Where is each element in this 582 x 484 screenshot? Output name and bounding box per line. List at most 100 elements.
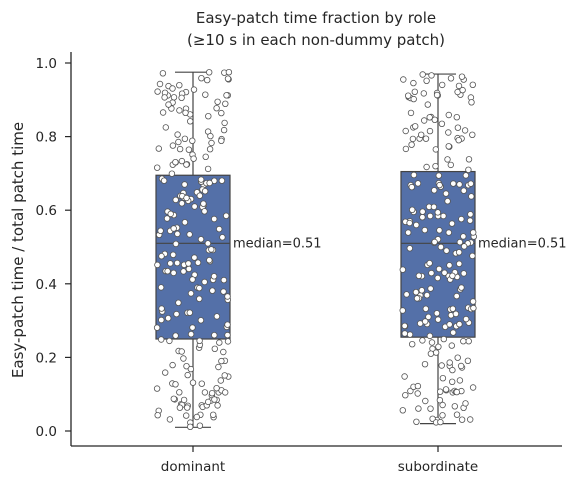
data-point bbox=[444, 197, 451, 205]
data-point bbox=[185, 265, 193, 273]
data-point bbox=[162, 124, 169, 131]
data-point bbox=[437, 388, 444, 395]
data-point bbox=[163, 215, 171, 222]
data-point bbox=[451, 403, 458, 410]
data-point bbox=[186, 423, 194, 430]
data-point bbox=[190, 86, 198, 93]
data-point bbox=[201, 389, 209, 396]
data-point bbox=[427, 350, 435, 357]
data-point bbox=[409, 135, 417, 143]
data-point bbox=[167, 260, 174, 267]
data-point bbox=[196, 337, 203, 344]
data-point bbox=[201, 208, 208, 215]
data-point bbox=[468, 193, 475, 200]
data-point bbox=[178, 94, 185, 101]
data-point bbox=[172, 240, 180, 248]
data-point bbox=[434, 316, 442, 323]
data-point bbox=[187, 331, 195, 338]
data-point bbox=[169, 142, 177, 149]
data-point bbox=[452, 310, 460, 318]
data-point bbox=[170, 395, 177, 402]
data-point bbox=[410, 95, 417, 103]
data-point bbox=[204, 165, 212, 173]
data-point bbox=[189, 137, 196, 144]
data-point bbox=[441, 269, 448, 276]
data-point bbox=[426, 114, 433, 121]
data-point bbox=[197, 176, 205, 183]
data-point bbox=[153, 164, 161, 171]
data-point bbox=[156, 80, 164, 88]
data-point bbox=[157, 284, 165, 291]
data-point bbox=[186, 118, 194, 125]
data-point bbox=[460, 338, 467, 345]
median-annotation: median=0.51 bbox=[478, 236, 567, 251]
data-point bbox=[218, 137, 225, 144]
y-tick-label: 0.4 bbox=[36, 277, 57, 293]
data-point bbox=[201, 187, 209, 195]
data-point bbox=[198, 74, 205, 82]
data-point bbox=[423, 77, 430, 84]
data-point bbox=[189, 379, 197, 386]
data-point bbox=[462, 400, 469, 407]
data-point bbox=[464, 357, 472, 364]
data-point bbox=[431, 238, 438, 246]
data-point bbox=[415, 405, 422, 412]
data-point bbox=[470, 229, 477, 236]
data-point bbox=[182, 109, 189, 116]
data-point bbox=[408, 141, 415, 148]
y-tick-label: 0.6 bbox=[36, 203, 57, 219]
data-point bbox=[445, 129, 452, 136]
data-point bbox=[408, 183, 415, 191]
data-point bbox=[210, 215, 218, 223]
data-point bbox=[432, 349, 440, 356]
data-point bbox=[169, 361, 176, 369]
data-point bbox=[184, 371, 191, 379]
data-point bbox=[178, 157, 186, 165]
data-point bbox=[448, 220, 456, 227]
data-point bbox=[448, 342, 455, 349]
data-point bbox=[402, 145, 410, 153]
data-point bbox=[158, 305, 165, 312]
data-point bbox=[449, 366, 456, 374]
data-point bbox=[469, 298, 477, 305]
data-point bbox=[224, 321, 231, 328]
data-point bbox=[218, 177, 226, 184]
data-point bbox=[423, 292, 431, 299]
data-point bbox=[459, 86, 466, 94]
data-point bbox=[428, 72, 435, 79]
data-point bbox=[453, 388, 460, 396]
data-point bbox=[158, 253, 165, 260]
data-point bbox=[211, 332, 218, 339]
data-point bbox=[158, 316, 165, 324]
data-point bbox=[190, 155, 197, 162]
data-point bbox=[189, 276, 196, 283]
data-point bbox=[410, 171, 418, 179]
data-point bbox=[458, 215, 465, 223]
data-point bbox=[167, 210, 174, 218]
chart-title-line1: Easy-patch time fraction by role bbox=[196, 9, 436, 27]
data-point bbox=[209, 287, 216, 294]
data-point bbox=[204, 240, 212, 247]
data-point bbox=[402, 127, 409, 135]
data-point bbox=[223, 92, 230, 99]
data-point bbox=[453, 292, 460, 300]
data-point bbox=[155, 145, 162, 152]
data-point bbox=[178, 348, 185, 355]
data-point bbox=[449, 378, 456, 385]
data-point bbox=[225, 68, 233, 76]
data-point bbox=[436, 397, 444, 404]
data-point bbox=[187, 365, 195, 373]
data-point bbox=[208, 390, 216, 397]
data-point bbox=[413, 295, 421, 302]
data-point bbox=[170, 269, 177, 277]
data-point bbox=[456, 238, 464, 246]
x-tick-label: dominant bbox=[161, 459, 225, 475]
data-point bbox=[426, 127, 434, 135]
data-point bbox=[468, 99, 475, 106]
data-point bbox=[181, 181, 188, 188]
data-point bbox=[168, 170, 176, 177]
data-point bbox=[442, 386, 450, 393]
data-point bbox=[206, 257, 213, 264]
data-point bbox=[447, 161, 454, 169]
data-point bbox=[180, 396, 188, 404]
